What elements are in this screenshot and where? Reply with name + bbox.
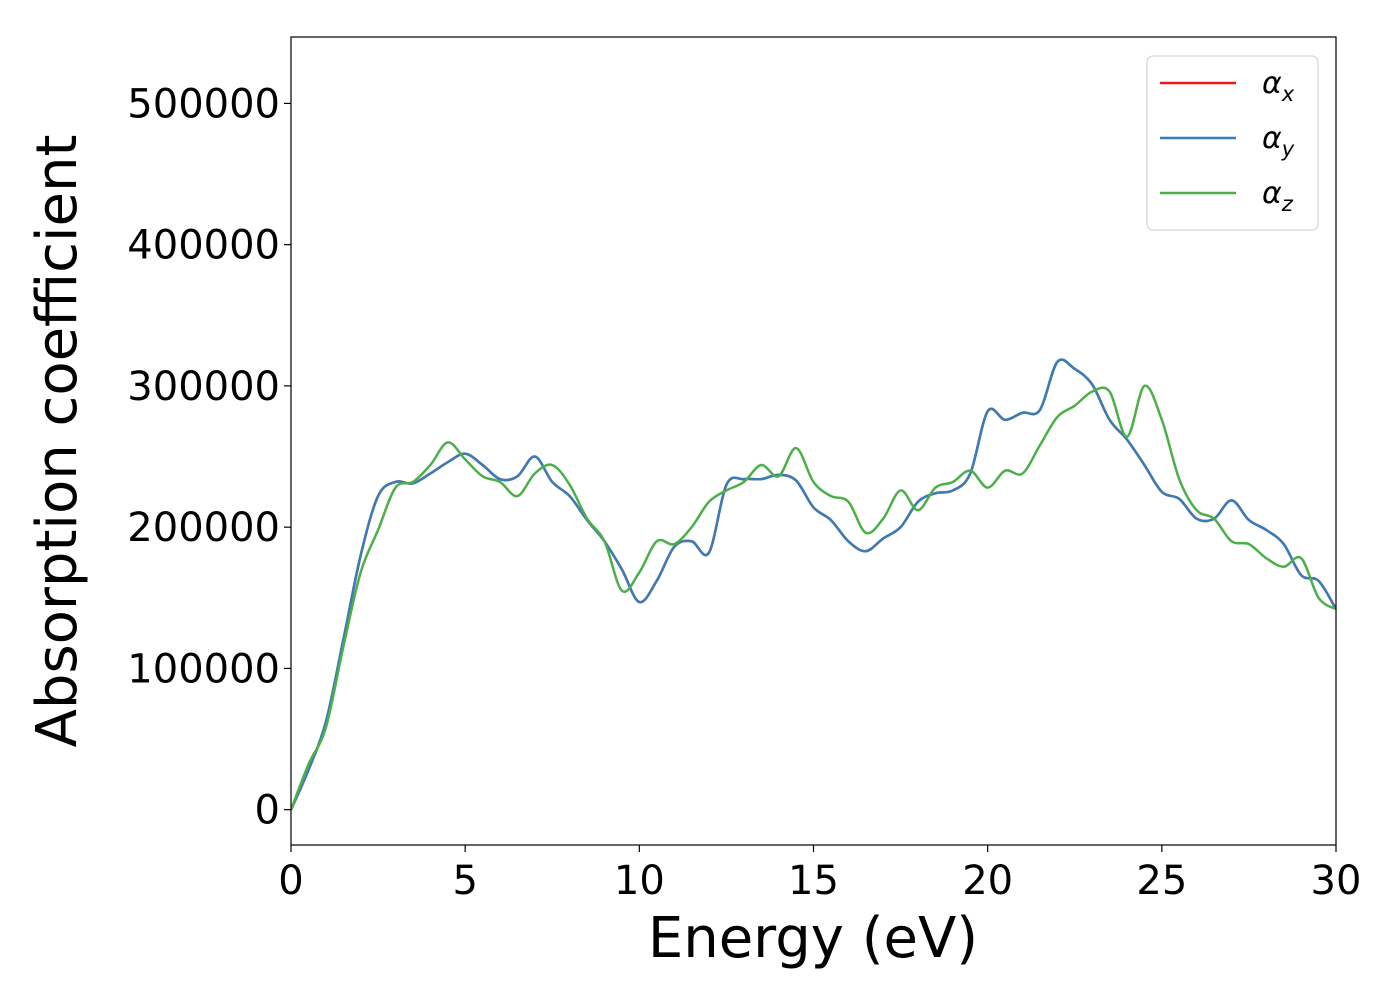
x-tick-label: 15 xyxy=(788,858,839,904)
y-tick-label: 200000 xyxy=(127,505,280,551)
x-axis-title: Energy (eV) xyxy=(648,906,978,971)
legend-label-z: αz xyxy=(1262,176,1294,216)
x-tick-label: 20 xyxy=(962,858,1013,904)
x-tick-label: 30 xyxy=(1311,858,1362,904)
x-tick-label: 5 xyxy=(452,858,477,904)
x-tick-label: 25 xyxy=(1136,858,1187,904)
y-tick-label: 500000 xyxy=(127,81,280,127)
x-tick-label: 0 xyxy=(278,858,303,904)
series-line-x xyxy=(291,358,1336,811)
legend-box xyxy=(1146,55,1319,231)
y-tick-label: 400000 xyxy=(127,223,280,269)
y-axis-title: Absorption coefficient xyxy=(25,135,90,748)
y-tick-label: 0 xyxy=(255,788,280,834)
y-axis-ticks: 0 100000 200000 300000 400000 500000 xyxy=(127,81,291,834)
y-tick-label: 100000 xyxy=(127,646,280,692)
x-tick-label: 10 xyxy=(614,858,665,904)
series-line-z xyxy=(291,384,1336,811)
series-line-y xyxy=(291,358,1336,811)
x-axis-ticks: 0 5 10 15 20 25 30 xyxy=(278,845,1361,904)
series-layer xyxy=(291,358,1336,811)
y-tick-label: 300000 xyxy=(127,364,280,410)
